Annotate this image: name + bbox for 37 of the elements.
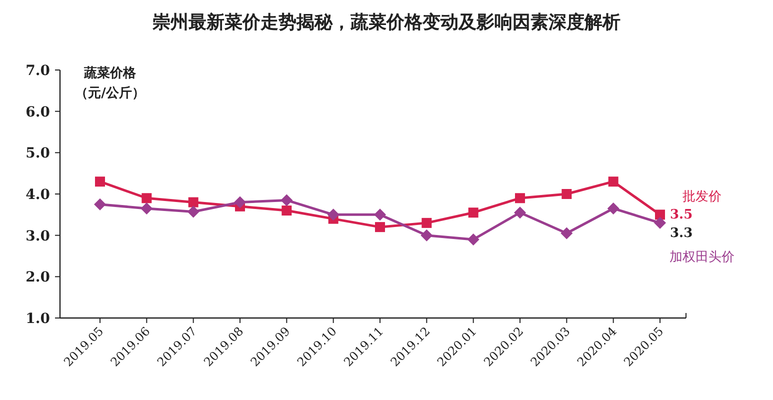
point — [422, 218, 432, 228]
point — [142, 193, 152, 204]
point — [562, 189, 572, 199]
point — [654, 216, 666, 229]
point — [420, 229, 433, 242]
point — [655, 210, 665, 220]
point — [375, 222, 385, 232]
y-axis-title: 蔬菜价格（元/公斤） — [74, 65, 146, 103]
point — [327, 208, 340, 221]
point — [187, 206, 200, 218]
point — [515, 193, 525, 204]
point — [95, 176, 105, 187]
y-tick-label: 4.0 — [26, 187, 50, 203]
point — [468, 208, 478, 218]
point — [374, 208, 386, 221]
y-tick-label: 7.0 — [26, 63, 50, 79]
y-tick-label: 6.0 — [26, 104, 50, 120]
point — [608, 176, 618, 187]
point — [514, 206, 526, 219]
data-label: 3.5 — [670, 208, 693, 223]
chart-title: 崇州最新菜价走势揭秘，蔬菜价格变动及影响因素深度解析 — [152, 12, 620, 33]
point — [560, 227, 573, 240]
series-label: 批发价 — [682, 190, 722, 205]
point — [94, 198, 106, 210]
y-tick-label: 3.0 — [26, 228, 50, 244]
y-tick-label: 5.0 — [26, 146, 50, 162]
point — [467, 233, 480, 246]
point — [280, 194, 293, 206]
point — [607, 202, 620, 214]
point — [140, 202, 153, 214]
point — [282, 206, 292, 216]
point — [188, 197, 198, 208]
y-tick-label: 2.0 — [26, 270, 50, 286]
point — [234, 196, 246, 208]
series-label: 加权田头价 — [670, 250, 734, 265]
data-label: 3.3 — [670, 226, 693, 241]
y-tick-label: 1.0 — [26, 311, 50, 327]
